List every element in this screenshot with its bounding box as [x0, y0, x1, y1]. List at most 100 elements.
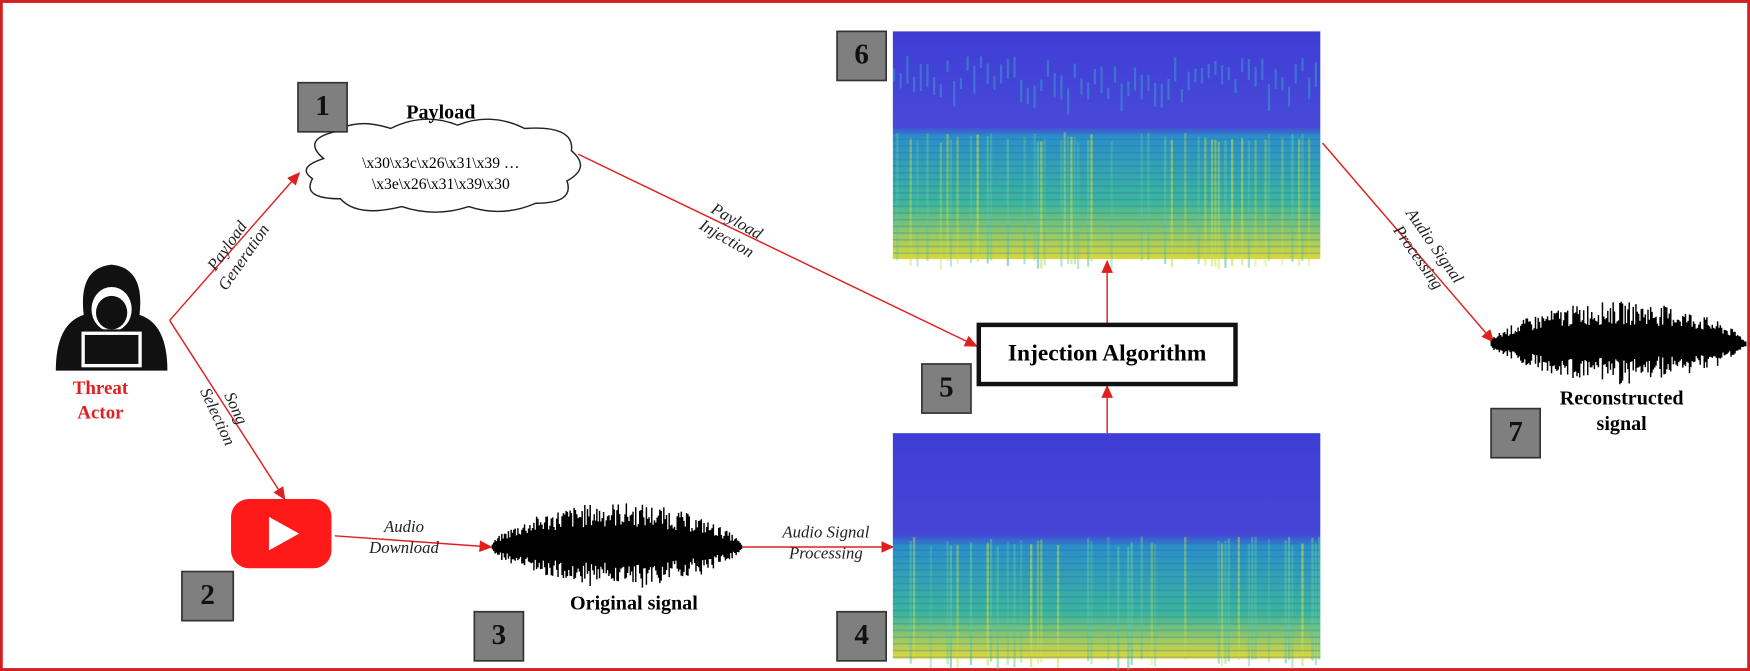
texture [1214, 139, 1216, 266]
texture [1254, 537, 1256, 660]
texture [910, 541, 912, 664]
texture [950, 139, 952, 266]
texture [1248, 544, 1250, 667]
original-waveform [491, 503, 741, 587]
texture [1154, 83, 1156, 107]
spectrogram-top [893, 31, 1320, 270]
texture [913, 537, 915, 660]
texture [913, 77, 915, 92]
texture [893, 145, 1320, 147]
texture [893, 199, 1320, 201]
texture [906, 56, 908, 84]
texture [893, 549, 1320, 551]
texture [893, 569, 1320, 571]
texture [893, 185, 1320, 187]
texture [1184, 537, 1186, 660]
payload-title: Payload [406, 102, 475, 124]
texture [1147, 75, 1149, 91]
payload-line: \x30\x3c\x26\x31\x39 … [362, 155, 519, 172]
texture [893, 239, 1320, 241]
texture [1301, 544, 1303, 667]
texture [1070, 137, 1072, 264]
texture [946, 541, 948, 664]
texture [967, 57, 969, 71]
texture [1074, 64, 1076, 78]
texture [893, 232, 1320, 234]
texture [1161, 84, 1163, 108]
actor-label: Threat [73, 378, 129, 399]
texture [1013, 57, 1015, 78]
texture [1121, 84, 1123, 112]
texture [1188, 72, 1190, 91]
texture [491, 503, 741, 587]
texture [1080, 78, 1082, 94]
texture [1275, 69, 1277, 89]
texture [893, 212, 1320, 214]
texture [1221, 65, 1223, 84]
texture [1218, 541, 1220, 664]
texture [1251, 537, 1253, 660]
spectrogram-bottom [893, 433, 1320, 670]
texture [1090, 541, 1092, 664]
step-number: 1 [315, 90, 330, 122]
step-number: 5 [939, 371, 954, 403]
texture [893, 205, 1320, 207]
diagram: Threat Actor Payload \x30\x3c\x26\x31\x3… [0, 0, 1750, 671]
reconstructed-label: signal [1597, 413, 1648, 435]
step-badge: 1 [298, 83, 347, 132]
texture [1100, 66, 1102, 93]
texture [1141, 75, 1143, 100]
texture [1134, 67, 1136, 90]
step-number: 4 [854, 619, 869, 651]
texture [1301, 58, 1303, 71]
texture [987, 64, 989, 85]
texture [1037, 541, 1039, 664]
texture [1020, 80, 1022, 103]
texture [993, 76, 995, 89]
texture [893, 219, 1320, 221]
texture [1285, 541, 1287, 664]
texture [893, 69, 895, 82]
texture [1147, 133, 1149, 260]
texture [893, 556, 1320, 558]
texture [926, 64, 928, 87]
step-number: 6 [854, 39, 869, 71]
reconstructed-label: Reconstructed [1560, 387, 1684, 409]
texture [893, 589, 1320, 591]
texture [1295, 64, 1297, 83]
texture [1141, 537, 1143, 660]
texture [893, 139, 1320, 141]
texture [1268, 84, 1270, 111]
texture [940, 84, 942, 97]
texture [893, 563, 1320, 565]
texture [1218, 142, 1220, 269]
texture [1208, 64, 1210, 78]
texture [1261, 59, 1263, 80]
texture [1013, 544, 1015, 667]
texture [900, 73, 902, 88]
edge-label: Audio Signal [781, 522, 869, 541]
texture [1000, 64, 1002, 83]
texture [893, 132, 1320, 134]
texture [1094, 69, 1096, 84]
texture [1201, 68, 1203, 83]
injection-label: Injection Algorithm [1008, 340, 1207, 366]
threat-actor-icon [56, 265, 168, 371]
texture [1254, 67, 1256, 87]
texture [893, 643, 1320, 645]
step-badge: 6 [837, 31, 886, 80]
step-badge: 3 [474, 612, 523, 661]
texture [893, 159, 1320, 161]
texture [1074, 137, 1076, 264]
texture [1107, 88, 1109, 99]
youtube-icon [231, 499, 331, 568]
texture [1194, 69, 1196, 83]
texture [893, 536, 1320, 538]
texture [1490, 302, 1746, 384]
texture [893, 636, 1320, 638]
texture [953, 81, 955, 107]
texture [1224, 541, 1226, 664]
texture [1114, 66, 1116, 82]
texture [1037, 141, 1039, 268]
texture [1033, 85, 1035, 107]
